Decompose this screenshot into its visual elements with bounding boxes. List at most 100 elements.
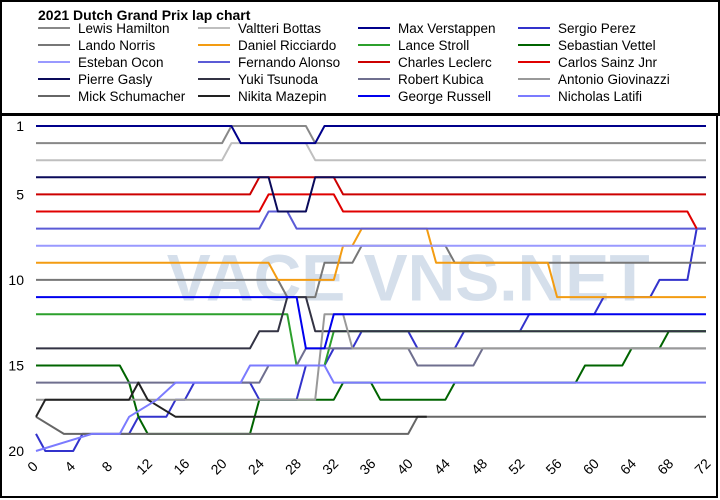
series-line bbox=[36, 193, 698, 230]
legend-entry: Lando Norris bbox=[38, 37, 155, 53]
legend-entry: Esteban Ocon bbox=[38, 54, 164, 70]
y-tick-label: 15 bbox=[8, 357, 24, 373]
x-tick-label: 28 bbox=[282, 455, 304, 477]
series-line bbox=[36, 227, 706, 299]
legend-entry: Antonio Giovinazzi bbox=[518, 71, 670, 87]
legend-entry: Carlos Sainz Jnr bbox=[518, 54, 657, 70]
legend-entry: Lance Stroll bbox=[358, 37, 469, 53]
series-line bbox=[36, 210, 706, 230]
legend-label: Max Verstappen bbox=[398, 20, 496, 36]
x-tick-label: 48 bbox=[468, 455, 490, 477]
x-tick-label: 64 bbox=[617, 455, 639, 477]
legend-swatch bbox=[38, 61, 70, 63]
legend-label: Carlos Sainz Jnr bbox=[558, 54, 658, 70]
legend-swatch bbox=[198, 78, 230, 80]
legend-label: Yuki Tsunoda bbox=[238, 71, 319, 87]
legend-entry: Valtteri Bottas bbox=[198, 20, 321, 36]
legend-swatch bbox=[198, 44, 230, 46]
x-tick-label: 16 bbox=[170, 455, 192, 477]
x-tick-label: 72 bbox=[691, 455, 713, 477]
x-tick-label: 4 bbox=[61, 458, 78, 475]
series-line bbox=[36, 330, 706, 435]
legend-swatch bbox=[518, 95, 550, 97]
legend-label: Sergio Perez bbox=[558, 20, 637, 36]
x-tick-label: 44 bbox=[431, 455, 453, 477]
x-tick-label: 56 bbox=[542, 455, 564, 477]
series-line bbox=[36, 176, 706, 213]
legend-swatch bbox=[38, 78, 70, 80]
y-tick-label: 20 bbox=[8, 443, 24, 459]
legend-swatch bbox=[358, 78, 390, 80]
x-tick-label: 8 bbox=[98, 458, 115, 475]
legend-label: Mick Schumacher bbox=[78, 88, 186, 104]
plot-frame bbox=[0, 113, 718, 498]
legend-entry: Nikita Mazepin bbox=[198, 88, 327, 104]
y-tick-label: 1 bbox=[16, 118, 24, 134]
legend-swatch bbox=[198, 95, 230, 97]
series-line bbox=[36, 296, 706, 350]
legend-entry: Pierre Gasly bbox=[38, 71, 152, 87]
legend-box: 2021 Dutch Grand Prix lap chart Lewis Ha… bbox=[0, 0, 720, 116]
chart-title: 2021 Dutch Grand Prix lap chart bbox=[38, 7, 251, 23]
x-tick-label: 0 bbox=[24, 458, 41, 475]
legend-swatch bbox=[198, 27, 230, 29]
legend-label: Pierre Gasly bbox=[78, 71, 153, 87]
series-line bbox=[36, 176, 706, 196]
legend-label: Valtteri Bottas bbox=[238, 20, 322, 36]
legend-label: Esteban Ocon bbox=[78, 54, 164, 70]
legend-entry: Nicholas Latifi bbox=[518, 88, 642, 104]
legend-entry: George Russell bbox=[358, 88, 491, 104]
legend-swatch bbox=[198, 61, 230, 63]
legend-swatch bbox=[358, 61, 390, 63]
x-tick-label: 52 bbox=[505, 455, 527, 477]
series-line bbox=[36, 296, 706, 350]
x-tick-label: 60 bbox=[580, 455, 602, 477]
legend-swatch bbox=[358, 95, 390, 97]
x-tick-label: 36 bbox=[356, 455, 378, 477]
legend-label: Charles Leclerc bbox=[398, 54, 492, 70]
legend-label: Antonio Giovinazzi bbox=[558, 71, 670, 87]
series-line bbox=[36, 125, 706, 145]
legend-swatch bbox=[358, 44, 390, 46]
x-tick-label: 12 bbox=[133, 455, 155, 477]
legend-entry: Yuki Tsunoda bbox=[198, 71, 318, 87]
legend-entry: Mick Schumacher bbox=[38, 88, 185, 104]
series-line bbox=[36, 313, 706, 367]
legend-label: Lance Stroll bbox=[398, 37, 470, 53]
series-line bbox=[35, 415, 706, 435]
y-tick-label: 5 bbox=[16, 186, 24, 202]
legend-label: Nikita Mazepin bbox=[238, 88, 327, 104]
legend-entry: Daniel Ricciardo bbox=[198, 37, 336, 53]
legend-label: Lewis Hamilton bbox=[78, 20, 170, 36]
legend-entry: Lewis Hamilton bbox=[38, 20, 170, 36]
x-tick-label: 20 bbox=[207, 455, 229, 477]
legend-swatch bbox=[518, 78, 550, 80]
legend-label: Fernando Alonso bbox=[238, 54, 341, 70]
series-line bbox=[36, 125, 706, 145]
legend-label: Robert Kubica bbox=[398, 71, 484, 87]
legend-label: George Russell bbox=[398, 88, 492, 104]
legend-swatch bbox=[38, 95, 70, 97]
x-tick-label: 24 bbox=[245, 455, 267, 477]
legend-swatch bbox=[358, 27, 390, 29]
legend-swatch bbox=[518, 27, 550, 29]
x-tick-label: 68 bbox=[654, 455, 676, 477]
legend-label: Nicholas Latifi bbox=[558, 88, 643, 104]
legend-entry: Max Verstappen bbox=[358, 20, 496, 36]
legend-entry: Sergio Perez bbox=[518, 20, 636, 36]
legend-label: Lando Norris bbox=[78, 37, 156, 53]
series-line bbox=[35, 381, 427, 418]
series-line bbox=[36, 142, 706, 162]
y-tick-label: 10 bbox=[8, 272, 24, 288]
x-tick-label: 40 bbox=[394, 455, 416, 477]
series-line bbox=[35, 364, 706, 452]
x-tick-label: 32 bbox=[319, 455, 341, 477]
legend-swatch bbox=[38, 27, 70, 29]
legend-swatch bbox=[518, 61, 550, 63]
legend-swatch bbox=[38, 44, 70, 46]
legend-entry: Fernando Alonso bbox=[198, 54, 340, 70]
legend-label: Sebastian Vettel bbox=[558, 37, 656, 53]
legend-entry: Sebastian Vettel bbox=[518, 37, 656, 53]
